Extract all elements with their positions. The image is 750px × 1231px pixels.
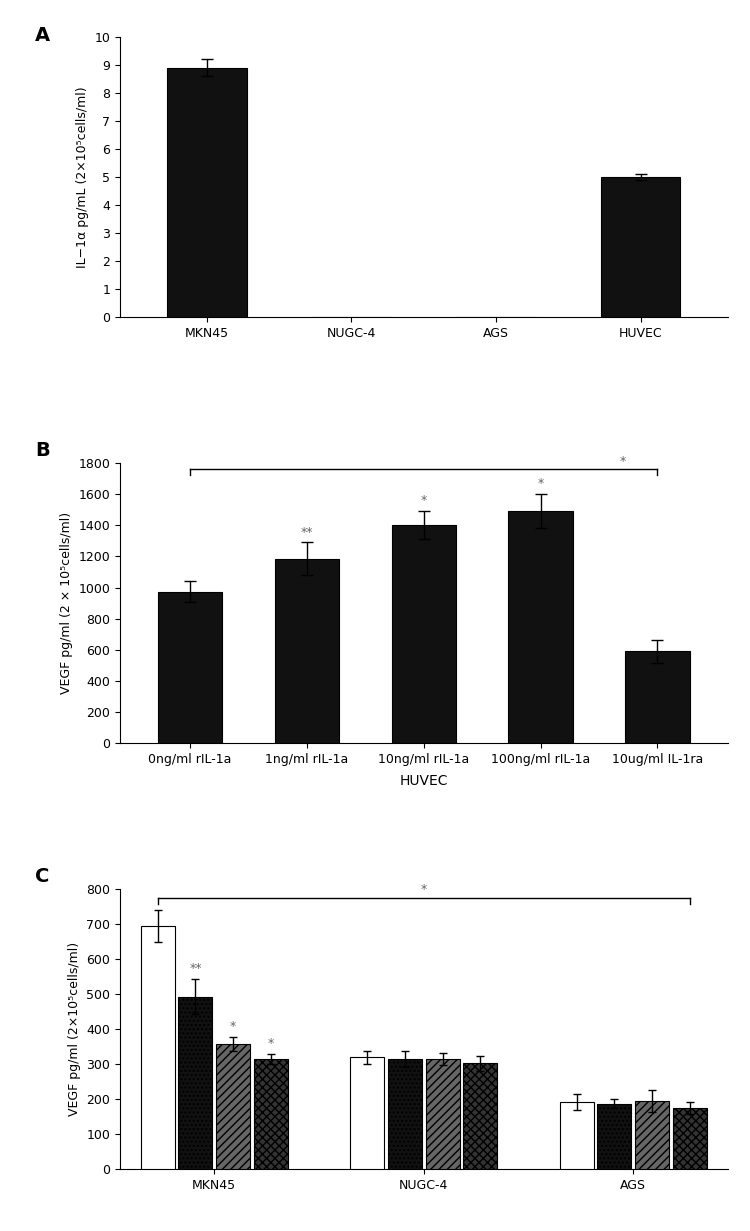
Bar <box>388 1059 422 1169</box>
Text: A: A <box>35 26 50 44</box>
X-axis label: HUVEC: HUVEC <box>400 774 448 788</box>
Bar <box>350 1057 384 1169</box>
Bar <box>167 68 247 318</box>
Text: *: * <box>538 478 544 490</box>
Text: B: B <box>35 441 50 459</box>
Text: **: ** <box>301 526 313 538</box>
Bar <box>560 1102 594 1169</box>
Bar <box>598 1103 632 1169</box>
Text: *: * <box>268 1037 274 1050</box>
Bar <box>158 592 222 744</box>
Text: *: * <box>421 495 427 507</box>
Bar <box>178 997 212 1169</box>
Bar <box>673 1108 706 1169</box>
Text: C: C <box>35 867 50 885</box>
Y-axis label: VEGF pg/ml (2×10⁵cells/ml): VEGF pg/ml (2×10⁵cells/ml) <box>68 942 81 1117</box>
Bar <box>635 1101 669 1169</box>
Bar <box>426 1059 460 1169</box>
Text: *: * <box>620 455 626 468</box>
Bar <box>509 511 573 744</box>
Text: *: * <box>421 883 427 896</box>
Text: **: ** <box>189 961 202 975</box>
Bar <box>141 926 175 1169</box>
Text: *: * <box>230 1019 236 1033</box>
Bar <box>216 1044 250 1169</box>
Bar <box>274 559 339 744</box>
Y-axis label: VEGF pg/ml (2 × 10⁵cells/ml): VEGF pg/ml (2 × 10⁵cells/ml) <box>60 512 73 694</box>
Bar <box>626 651 689 744</box>
Bar <box>601 177 680 318</box>
Bar <box>464 1064 497 1169</box>
Bar <box>392 526 456 744</box>
Y-axis label: IL−1α pg/mL (2×10⁵cells/ml): IL−1α pg/mL (2×10⁵cells/ml) <box>76 86 88 268</box>
Bar <box>254 1059 288 1169</box>
